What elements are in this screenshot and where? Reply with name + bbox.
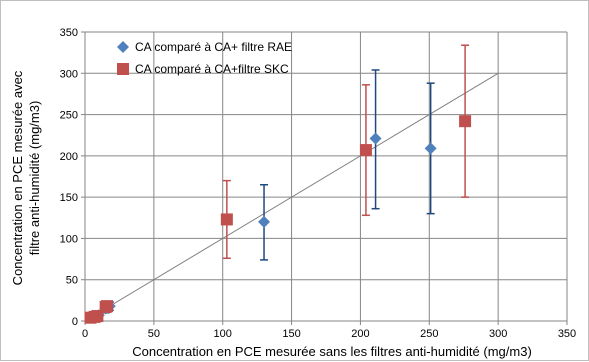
legend-marker-rae	[117, 41, 129, 53]
x-axis-title: Concentration en PCE mesurée sans les fi…	[132, 344, 532, 359]
y-tick-label: 50	[66, 275, 78, 287]
tick-labels: 0 50 100 150 200 250 300 350 0 50 100 150 200 250 300 3…	[60, 27, 577, 340]
x-tick-label: 0	[82, 328, 88, 340]
x-tick-label: 200	[351, 328, 369, 340]
x-tick-label: 250	[420, 328, 438, 340]
data-point-skc	[459, 115, 472, 128]
x-tick-label: 150	[282, 328, 300, 340]
data-point-skc	[220, 213, 233, 226]
x-tick-label: 50	[148, 328, 160, 340]
y-axis-title-line-2: filtre anti-humidité (mg/m3)	[27, 101, 42, 256]
legend-label-rae: CA comparé à CA+ filtre RAE	[135, 40, 292, 54]
y-tick-label: 250	[60, 110, 78, 122]
x-tick-label: 100	[214, 328, 232, 340]
y-tick-label: 0	[72, 316, 78, 328]
markers-group	[84, 115, 472, 324]
grid-lines	[85, 31, 568, 321]
data-point-rae	[258, 215, 271, 228]
y-axis-title-line-1: Concentration en PCE mesurée avec	[10, 70, 25, 285]
data-point-rae	[369, 132, 382, 145]
x-tick-label: 300	[489, 328, 507, 340]
data-point-rae	[424, 142, 437, 155]
reference-line	[84, 72, 499, 322]
reference-line-group	[84, 72, 499, 322]
error-bars-group	[86, 44, 470, 321]
legend-label-skc: CA comparé à CA+filtre SKC	[135, 62, 289, 76]
y-tick-label: 150	[60, 192, 78, 204]
data-point-skc	[359, 144, 372, 157]
y-tick-label: 200	[60, 151, 78, 163]
y-tick-label: 100	[60, 233, 78, 245]
data-point-skc	[101, 300, 114, 313]
legend-marker-skc	[117, 63, 129, 75]
data-point-skc	[91, 310, 104, 323]
y-tick-label: 300	[60, 68, 78, 80]
legend: CA comparé à CA+ filtre RAE CA comparé à…	[117, 40, 292, 76]
x-tick-label: 350	[558, 328, 576, 340]
y-tick-label: 350	[60, 27, 78, 39]
axes	[81, 31, 568, 325]
